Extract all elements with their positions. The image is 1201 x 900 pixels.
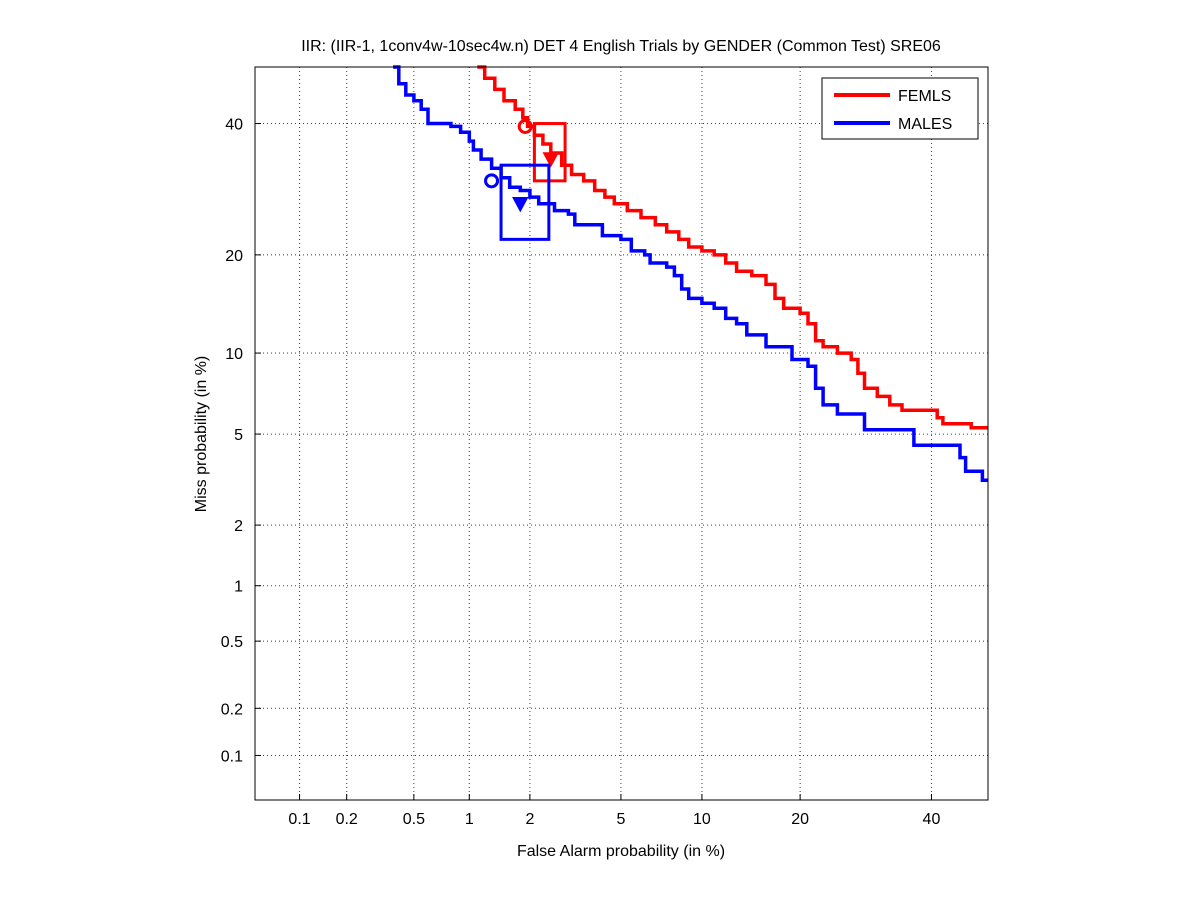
grid-lines	[255, 67, 988, 800]
axis-ticks: 0.1 0.2 0.5 1 2 5 10 20 40 0.1 0.2 0.5 1 2 5 10 20 40	[221, 117, 941, 828]
y-tick-label: 5	[234, 427, 243, 444]
y-tick-label: 40	[225, 117, 243, 134]
x-tick-label: 20	[791, 811, 809, 828]
plot-frame	[254, 66, 989, 801]
legend-label-femls: FEMLS	[898, 88, 951, 105]
x-tick-label: 1	[465, 811, 474, 828]
y-tick-label: 0.1	[221, 748, 243, 765]
x-tick-label: 0.2	[336, 811, 358, 828]
y-tick-label: 0.5	[221, 634, 243, 651]
actual-dcf-marker-males	[512, 197, 529, 213]
min-dcf-marker-femls	[517, 118, 533, 134]
chart-title: IIR: (IIR-1, 1conv4w-10sec4w.n) DET 4 En…	[301, 38, 941, 55]
confidence-box-males	[499, 163, 551, 241]
series-layer	[393, 65, 988, 482]
x-tick-label: 40	[923, 811, 941, 828]
series-males	[393, 65, 988, 482]
x-tick-label: 0.1	[288, 811, 310, 828]
det-curve-femls	[477, 65, 988, 430]
y-tick-label: 1	[234, 579, 243, 596]
y-tick-label: 0.2	[221, 701, 243, 718]
min-dcf-marker-males	[484, 173, 500, 189]
y-axis-label: Miss probability (in %)	[193, 356, 210, 512]
y-tick-label: 2	[234, 518, 243, 535]
y-tick-label: 20	[225, 248, 243, 265]
x-tick-label: 2	[525, 811, 534, 828]
legend-box	[821, 77, 979, 140]
x-tick-label: 0.5	[403, 811, 425, 828]
y-tick-label: 10	[225, 346, 243, 363]
legend: FEMLS MALES	[821, 77, 979, 140]
x-axis-label: False Alarm probability (in %)	[517, 843, 725, 860]
x-tick-label: 5	[616, 811, 625, 828]
actual-dcf-marker-femls	[542, 152, 560, 168]
det-curve-males	[393, 65, 988, 482]
x-tick-label: 10	[693, 811, 711, 828]
legend-label-males: MALES	[898, 116, 952, 133]
